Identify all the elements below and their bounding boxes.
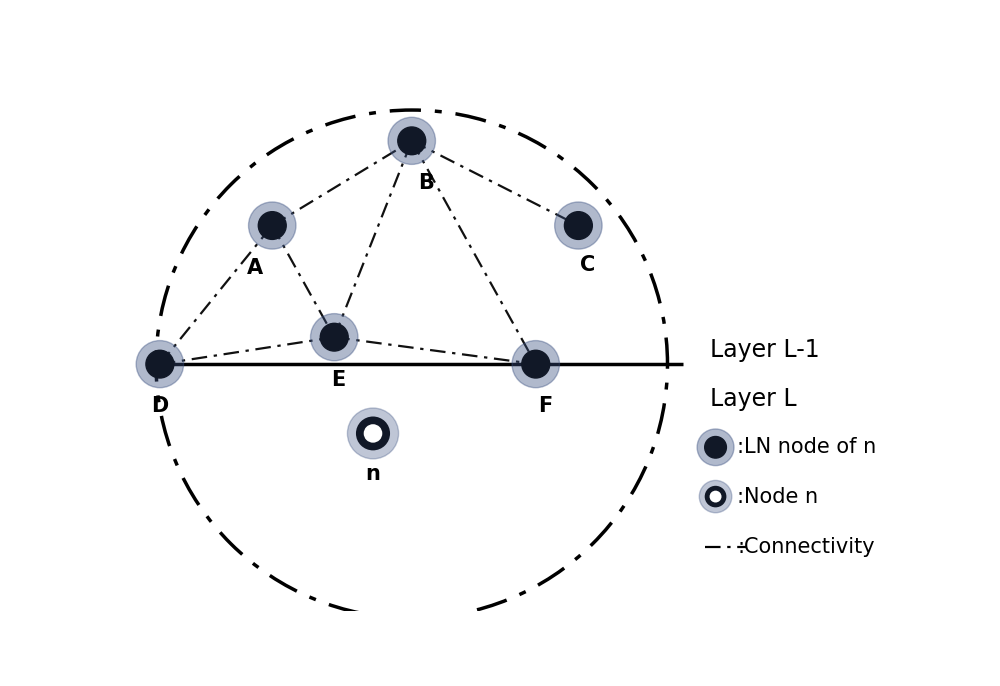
Circle shape: [697, 429, 734, 466]
Circle shape: [249, 202, 296, 249]
Circle shape: [564, 212, 592, 239]
Text: :Connectivity: :Connectivity: [737, 537, 875, 558]
Circle shape: [388, 117, 435, 165]
Circle shape: [705, 486, 726, 508]
Text: Layer L-1: Layer L-1: [710, 338, 820, 362]
Text: Layer L: Layer L: [710, 387, 797, 411]
Circle shape: [136, 340, 184, 388]
Text: :LN node of n: :LN node of n: [737, 437, 876, 458]
Circle shape: [364, 424, 382, 442]
Text: F: F: [538, 397, 552, 416]
Circle shape: [258, 212, 286, 239]
Circle shape: [710, 490, 722, 503]
Circle shape: [146, 351, 174, 378]
Circle shape: [356, 416, 390, 451]
Text: C: C: [580, 255, 595, 275]
Circle shape: [705, 436, 726, 458]
Text: A: A: [247, 258, 263, 278]
Circle shape: [347, 408, 399, 459]
Circle shape: [555, 202, 602, 249]
Circle shape: [320, 323, 348, 351]
Text: D: D: [151, 397, 168, 416]
Circle shape: [699, 480, 732, 512]
Circle shape: [311, 314, 358, 361]
Circle shape: [398, 127, 426, 155]
Circle shape: [512, 340, 559, 388]
Circle shape: [522, 351, 550, 378]
Text: B: B: [418, 173, 434, 193]
Text: :Node n: :Node n: [737, 486, 818, 506]
Text: E: E: [331, 370, 345, 390]
Text: n: n: [366, 464, 380, 484]
